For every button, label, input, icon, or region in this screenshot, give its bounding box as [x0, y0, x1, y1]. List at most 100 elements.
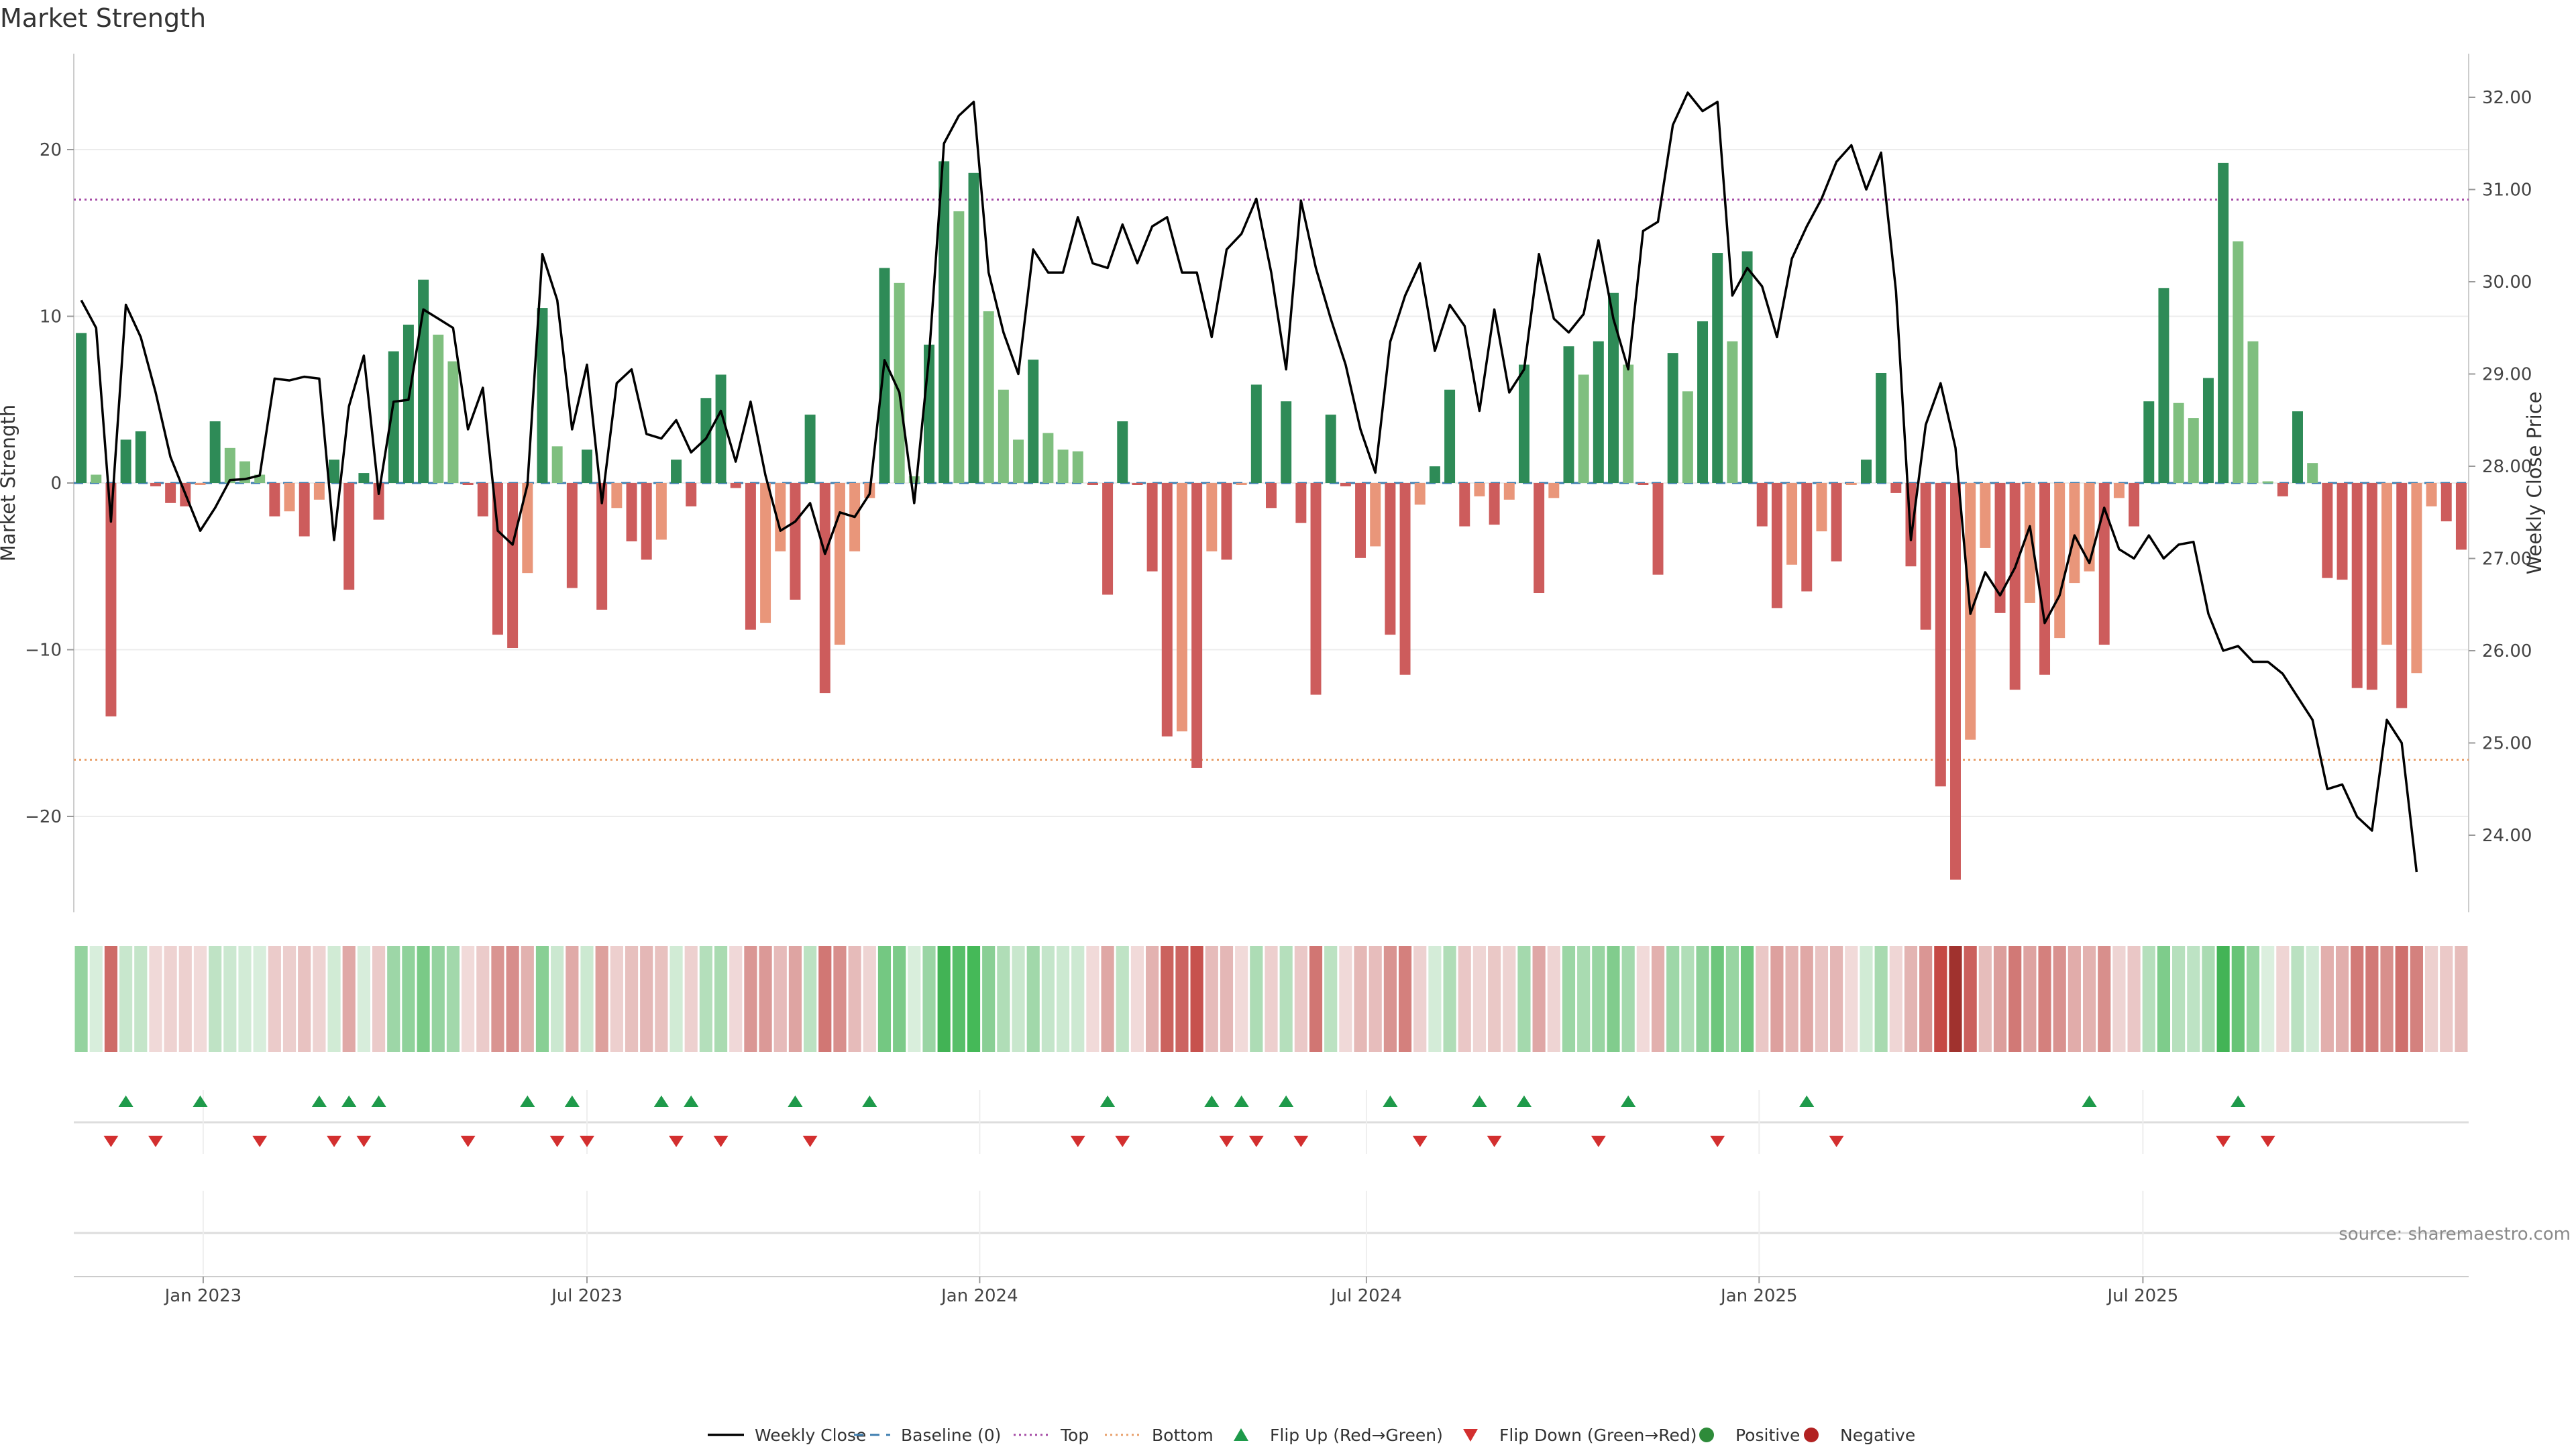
strength-bar — [1950, 483, 1961, 880]
heat-cell — [2127, 946, 2141, 1052]
strength-bar — [2455, 483, 2467, 550]
strength-bar — [1860, 460, 1872, 483]
heat-cell — [327, 946, 341, 1052]
strength-bar — [1013, 439, 1024, 483]
strength-bar — [700, 398, 712, 483]
flip-down-marker — [1070, 1136, 1085, 1147]
heat-cell — [431, 946, 445, 1052]
right-tick-label: 28.00 — [2482, 457, 2532, 477]
heat-cell — [2320, 946, 2334, 1052]
heat-cell — [164, 946, 177, 1052]
heat-cell — [1904, 946, 1918, 1052]
strength-bar — [879, 268, 890, 483]
heat-cell — [595, 946, 608, 1052]
heat-cell — [149, 946, 162, 1052]
heat-cell — [2142, 946, 2155, 1052]
strength-bar — [492, 483, 503, 635]
heat-cell — [714, 946, 728, 1052]
heat-cell — [223, 946, 237, 1052]
strength-bar — [1117, 421, 1128, 483]
strength-bar — [1697, 321, 1709, 483]
heat-cell — [982, 946, 996, 1052]
heat-cell — [1830, 946, 1843, 1052]
strength-bar — [1608, 292, 1619, 483]
flip-down-marker — [1412, 1136, 1428, 1147]
heat-cell — [1800, 946, 1813, 1052]
heat-cell — [2098, 946, 2111, 1052]
heat-cell — [1651, 946, 1665, 1052]
flip-up-marker — [371, 1095, 386, 1107]
heat-cell — [1086, 946, 1099, 1052]
strength-bar — [1161, 483, 1173, 737]
heat-cell — [1130, 946, 1144, 1052]
strength-bars — [76, 161, 2467, 880]
left-tick-label: 20 — [40, 140, 62, 160]
flip-up-marker — [1234, 1095, 1249, 1107]
strength-bar — [1920, 483, 1931, 630]
strength-bar — [1756, 483, 1768, 527]
strength-bar — [596, 483, 608, 610]
heat-cell — [863, 946, 876, 1052]
heat-cell — [1547, 946, 1560, 1052]
right-tick-label: 25.00 — [2482, 734, 2532, 754]
strength-bar — [626, 483, 637, 541]
strength-bar — [1890, 483, 1902, 493]
heat-cell — [2380, 946, 2394, 1052]
heat-cell — [2365, 946, 2379, 1052]
heat-cell — [2231, 946, 2245, 1052]
heat-cell — [2038, 946, 2051, 1052]
heat-cell — [1428, 946, 1442, 1052]
strength-bar — [566, 483, 578, 588]
strength-bar — [655, 483, 667, 540]
heat-cell — [1339, 946, 1352, 1052]
strength-bar — [2247, 341, 2259, 483]
chart-legend: Weekly Close Baseline (0) Top Bottom Flip Up… — [708, 1426, 1915, 1445]
heat-cell — [2202, 946, 2215, 1052]
strength-bar — [522, 483, 533, 574]
heat-cell — [1413, 946, 1427, 1052]
heat-cell — [1756, 946, 1769, 1052]
strength-bar — [1444, 389, 1456, 483]
left-tick-label: 0 — [50, 474, 62, 494]
chart-title: Market Strength — [0, 3, 206, 33]
heat-cell — [2023, 946, 2037, 1052]
flip-up-marker — [1279, 1095, 1294, 1107]
legend-label: Weekly Close — [755, 1426, 866, 1445]
heat-cell — [1770, 946, 1784, 1052]
strength-bar — [641, 483, 652, 560]
heat-cell — [1562, 946, 1576, 1052]
heat-cell — [342, 946, 356, 1052]
heat-cell — [238, 946, 252, 1052]
flip-down-marker — [1591, 1136, 1606, 1147]
strength-bar — [1266, 483, 1277, 508]
heat-cell — [417, 946, 430, 1052]
heat-cell — [610, 946, 623, 1052]
strength-bar — [1712, 253, 1723, 483]
flip-up-marker — [1383, 1095, 1398, 1107]
strength-bar — [433, 334, 444, 483]
strength-bar — [611, 483, 623, 508]
heat-cell — [1725, 946, 1739, 1052]
x-tick-label: Jul 2025 — [2106, 1286, 2178, 1306]
strength-bar — [2337, 483, 2348, 580]
heat-cell — [1205, 946, 1218, 1052]
heat-cell — [2306, 946, 2319, 1052]
strength-bar — [2426, 483, 2437, 506]
strength-bar — [2113, 483, 2125, 498]
heat-cell — [1845, 946, 1858, 1052]
strength-bar — [2024, 483, 2035, 603]
strength-bar — [968, 172, 979, 483]
strength-bar — [1994, 483, 2006, 613]
heat-cell — [2216, 946, 2230, 1052]
strength-bar — [2396, 483, 2408, 708]
strength-bar — [2307, 463, 2318, 483]
heat-cell — [2335, 946, 2349, 1052]
strength-bar — [1816, 483, 1827, 532]
strength-bar — [1206, 483, 1218, 551]
flip-down-marker — [356, 1136, 372, 1147]
strength-bar — [1236, 483, 1247, 485]
right-tick-label: 27.00 — [2482, 549, 2532, 570]
flip-up-marker — [684, 1095, 699, 1107]
strength-bar — [1399, 483, 1411, 675]
